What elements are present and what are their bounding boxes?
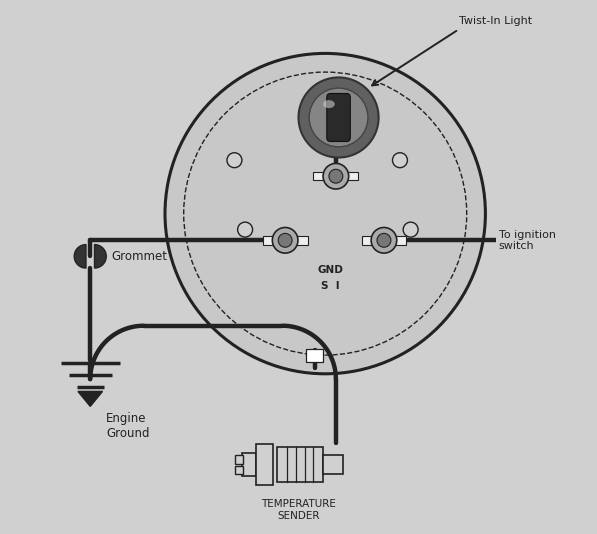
Bar bbox=[242, 453, 256, 476]
Circle shape bbox=[371, 227, 397, 253]
Text: Twist-In Light: Twist-In Light bbox=[458, 15, 532, 26]
Circle shape bbox=[238, 222, 253, 237]
Wedge shape bbox=[94, 245, 106, 268]
Circle shape bbox=[298, 77, 378, 158]
Circle shape bbox=[323, 163, 349, 189]
Bar bbox=[313, 172, 358, 180]
Circle shape bbox=[227, 153, 242, 168]
Bar bbox=[256, 444, 273, 485]
Text: S  I: S I bbox=[321, 281, 340, 290]
Bar bbox=[277, 447, 322, 482]
Bar bbox=[235, 455, 243, 464]
Polygon shape bbox=[78, 391, 103, 406]
Circle shape bbox=[309, 88, 368, 147]
Ellipse shape bbox=[323, 100, 335, 108]
Circle shape bbox=[392, 153, 407, 168]
Bar bbox=[322, 455, 343, 474]
Text: Grommet: Grommet bbox=[112, 250, 168, 263]
Bar bbox=[362, 236, 407, 245]
Circle shape bbox=[377, 233, 391, 247]
Text: Engine
Ground: Engine Ground bbox=[106, 412, 150, 439]
Text: TEMPERATURE
SENDER: TEMPERATURE SENDER bbox=[261, 499, 336, 521]
Circle shape bbox=[165, 53, 485, 374]
Circle shape bbox=[329, 169, 343, 183]
Bar bbox=[235, 466, 243, 474]
Circle shape bbox=[278, 233, 292, 247]
FancyBboxPatch shape bbox=[327, 93, 350, 142]
Text: GND: GND bbox=[318, 265, 343, 274]
Wedge shape bbox=[74, 245, 86, 268]
Bar bbox=[263, 236, 307, 245]
Circle shape bbox=[272, 227, 298, 253]
Circle shape bbox=[403, 222, 418, 237]
Text: To ignition
switch: To ignition switch bbox=[498, 230, 556, 251]
Bar bbox=[306, 349, 323, 362]
